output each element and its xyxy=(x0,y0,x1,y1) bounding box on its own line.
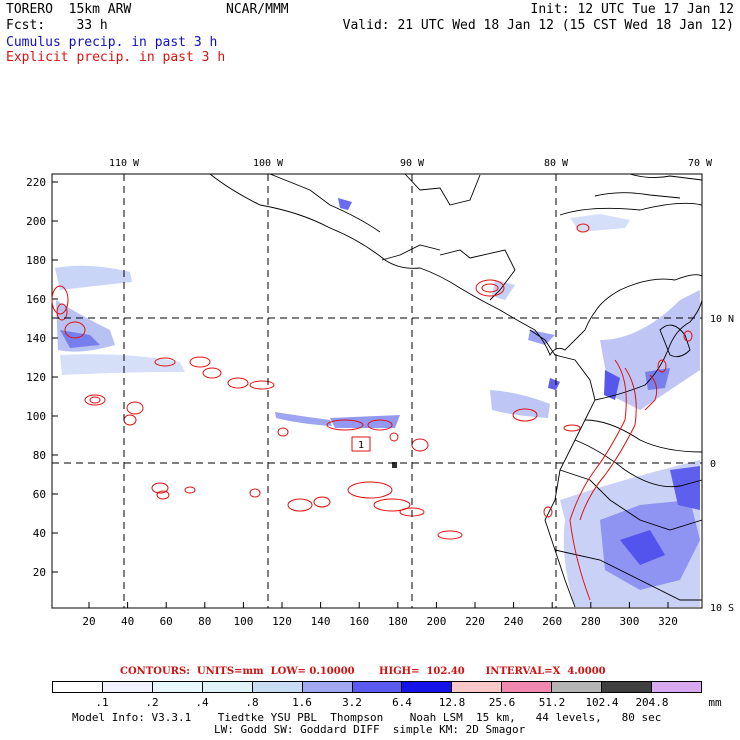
x-grid-label: 60 xyxy=(160,615,173,628)
y-grid-label: 40 xyxy=(33,527,46,540)
lat-label-0: 0 xyxy=(710,459,716,470)
graticule xyxy=(52,174,702,608)
contour-label-value: 1 xyxy=(358,440,364,451)
x-grid-label: 300 xyxy=(619,615,639,628)
color-swatch xyxy=(352,682,403,692)
x-grid-label: 120 xyxy=(272,615,292,628)
x-grid-label: 80 xyxy=(198,615,211,628)
coastlines xyxy=(209,173,703,608)
lon-label-70w: 70 W xyxy=(688,158,713,169)
cumulus-precip-shading xyxy=(55,198,700,607)
color-scale-bar xyxy=(52,681,702,693)
y-grid-label: 200 xyxy=(26,215,46,228)
y-grid-label: 140 xyxy=(26,332,46,345)
color-swatch xyxy=(502,682,553,692)
model-title: TORERO 15km ARW xyxy=(6,2,132,17)
color-swatch xyxy=(402,682,453,692)
y-grid-label: 100 xyxy=(26,410,46,423)
x-grid-label: 220 xyxy=(465,615,485,628)
x-grid-label: 20 xyxy=(82,615,95,628)
y-grid-label: 160 xyxy=(26,293,46,306)
color-scale-value: 25.6 xyxy=(488,696,516,709)
explicit-field-label: Explicit precip. in past 3 h xyxy=(6,50,226,65)
y-grid-label: 180 xyxy=(26,254,46,267)
color-scale-value: 102.4 xyxy=(585,696,619,709)
model-info-line1: Model Info: V3.3.1 Tiedtke YSU PBL Thomp… xyxy=(72,711,662,724)
color-swatch xyxy=(252,682,303,692)
lat-label-10s: 10 S xyxy=(710,603,734,614)
color-swatch xyxy=(302,682,353,692)
max-precip-marker xyxy=(392,462,397,468)
model-info-line2: LW: Godd SW: Goddard DIFF simple KM: 2D … xyxy=(214,723,526,736)
valid-time: Valid: 21 UTC Wed 18 Jan 12 (15 CST Wed … xyxy=(342,18,734,33)
x-grid-label: 180 xyxy=(388,615,408,628)
color-scale-value: 6.4 xyxy=(392,696,412,709)
color-scale-value: 12.8 xyxy=(438,696,466,709)
color-swatch xyxy=(602,682,653,692)
lon-label-80w: 80 W xyxy=(544,158,569,169)
contour-info: CONTOURS: UNITS=mm LOW= 0.10000 HIGH= 10… xyxy=(120,666,606,677)
x-grid-label: 320 xyxy=(658,615,678,628)
y-grid-label: 120 xyxy=(26,371,46,384)
color-swatch xyxy=(652,682,701,692)
color-swatch xyxy=(202,682,253,692)
color-swatch xyxy=(102,682,153,692)
forecast-hour: Fcst: 33 h xyxy=(6,18,108,33)
color-scale-unit: mm xyxy=(708,696,722,709)
color-scale-value: .4 xyxy=(195,696,209,709)
x-grid-label: 140 xyxy=(311,615,331,628)
color-scale-value: 3.2 xyxy=(342,696,362,709)
x-grid-label: 200 xyxy=(426,615,446,628)
x-grid-label: 280 xyxy=(581,615,601,628)
color-swatch xyxy=(53,682,103,692)
x-grid-label: 100 xyxy=(233,615,253,628)
y-grid-label: 80 xyxy=(33,449,46,462)
cumulus-field-label: Cumulus precip. in past 3 h xyxy=(6,35,218,50)
x-grid-label: 240 xyxy=(504,615,524,628)
color-swatch xyxy=(452,682,503,692)
contour-label-box xyxy=(351,436,371,452)
lon-label-110w: 110 W xyxy=(109,158,140,169)
organization-label: NCAR/MMM xyxy=(226,2,289,17)
lat-label-10n: 10 N xyxy=(710,314,734,325)
color-scale-value: .2 xyxy=(145,696,159,709)
init-time: Init: 12 UTC Tue 17 Jan 12 xyxy=(530,2,735,17)
color-scale-value: .1 xyxy=(95,696,109,709)
lon-label-100w: 100 W xyxy=(253,158,284,169)
color-swatch xyxy=(552,682,603,692)
color-scale-value: 1.6 xyxy=(292,696,312,709)
color-scale-value: 204.8 xyxy=(635,696,669,709)
lon-label-90w: 90 W xyxy=(400,158,425,169)
y-grid-label: 220 xyxy=(26,176,46,189)
x-grid-label: 160 xyxy=(349,615,369,628)
color-scale-value: 51.2 xyxy=(538,696,566,709)
x-grid-label: 40 xyxy=(121,615,134,628)
x-grid-label: 260 xyxy=(542,615,562,628)
y-grid-label: 20 xyxy=(33,566,46,579)
y-grid-label: 60 xyxy=(33,488,46,501)
color-swatch xyxy=(152,682,203,692)
color-scale-value: .8 xyxy=(245,696,259,709)
